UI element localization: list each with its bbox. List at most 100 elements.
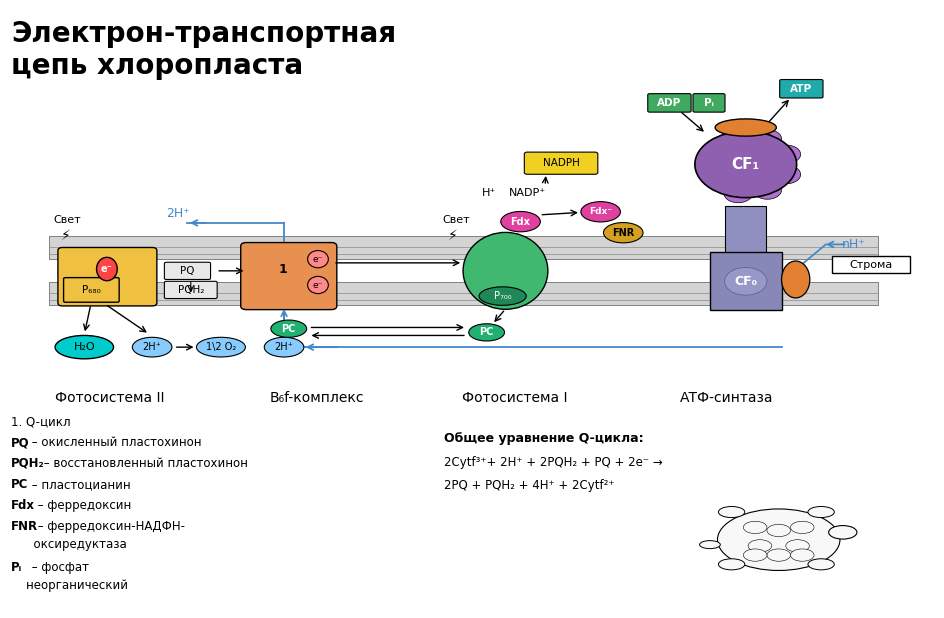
Text: 1. Q-цикл: 1. Q-цикл <box>10 415 71 428</box>
Text: 2PQ + PQH₂ + 4H⁺ + 2Cytf²⁺: 2PQ + PQH₂ + 4H⁺ + 2Cytf²⁺ <box>444 479 615 492</box>
Text: Фотосистема II: Фотосистема II <box>55 391 164 405</box>
Bar <box>832 256 909 273</box>
FancyBboxPatch shape <box>692 94 724 112</box>
Text: PQ: PQ <box>179 266 194 276</box>
Ellipse shape <box>790 521 813 533</box>
Ellipse shape <box>723 126 751 145</box>
Text: оксиредуктаза: оксиредуктаза <box>10 538 126 551</box>
Text: 2Cytf³⁺+ 2H⁺ + 2PQH₂ + PQ + 2e⁻ →: 2Cytf³⁺+ 2H⁺ + 2PQH₂ + PQ + 2e⁻ → <box>444 456 663 469</box>
Text: P₇₀₀: P₇₀₀ <box>494 291 511 301</box>
Ellipse shape <box>752 130 781 148</box>
Text: неорганический: неорганический <box>10 579 127 592</box>
Ellipse shape <box>603 222 642 243</box>
Text: PQH₂: PQH₂ <box>177 285 204 295</box>
Ellipse shape <box>479 287 526 305</box>
Text: – пластоцианин: – пластоцианин <box>27 478 130 491</box>
Bar <box>48 236 877 259</box>
FancyBboxPatch shape <box>63 277 119 302</box>
Text: Свет: Свет <box>442 215 469 225</box>
Ellipse shape <box>500 211 540 232</box>
Bar <box>48 282 877 305</box>
Text: e⁻: e⁻ <box>312 255 323 264</box>
Text: H₂O: H₂O <box>74 342 95 352</box>
Ellipse shape <box>308 250 328 268</box>
Ellipse shape <box>743 521 767 533</box>
Text: ⚡: ⚡ <box>447 229 457 243</box>
FancyBboxPatch shape <box>647 94 690 112</box>
Text: PQH₂: PQH₂ <box>10 457 44 470</box>
Text: Общее уравнение Q-цикла:: Общее уравнение Q-цикла: <box>444 432 643 445</box>
Ellipse shape <box>828 525 856 539</box>
Ellipse shape <box>748 540 771 552</box>
Text: e⁻: e⁻ <box>312 281 323 289</box>
Ellipse shape <box>743 549 767 561</box>
Text: PC: PC <box>479 328 494 337</box>
Ellipse shape <box>271 320 307 337</box>
Text: АТФ-синтаза: АТФ-синтаза <box>680 391 773 405</box>
Ellipse shape <box>96 257 117 281</box>
Text: 1: 1 <box>278 263 287 276</box>
Text: FNR: FNR <box>612 227 633 238</box>
Text: nH⁺: nH⁺ <box>841 238 865 251</box>
Text: ADP: ADP <box>657 98 681 108</box>
FancyBboxPatch shape <box>779 80 822 98</box>
FancyBboxPatch shape <box>164 281 217 298</box>
Text: NADPH: NADPH <box>542 158 579 168</box>
Text: – фосфат: – фосфат <box>27 561 89 574</box>
Text: PC: PC <box>10 478 28 491</box>
Text: Pᵢ: Pᵢ <box>703 98 713 108</box>
Text: Pᵢ: Pᵢ <box>10 561 22 574</box>
Text: CF₁: CF₁ <box>731 157 759 172</box>
Ellipse shape <box>308 276 328 294</box>
Text: Fdx⁻: Fdx⁻ <box>588 207 612 216</box>
Ellipse shape <box>752 181 781 199</box>
Ellipse shape <box>468 324 504 341</box>
Ellipse shape <box>767 524 790 536</box>
Text: Fdx: Fdx <box>10 499 35 512</box>
Ellipse shape <box>694 131 796 198</box>
Text: ⚡: ⚡ <box>60 229 70 243</box>
Text: PQ: PQ <box>10 436 29 449</box>
FancyBboxPatch shape <box>164 262 211 279</box>
Text: 2H⁺: 2H⁺ <box>143 342 161 352</box>
Ellipse shape <box>463 232 548 309</box>
Text: Свет: Свет <box>53 215 81 225</box>
Text: CF₀: CF₀ <box>733 275 756 288</box>
Text: 1\2 O₂: 1\2 O₂ <box>206 342 236 352</box>
Text: – восстановленный пластохинон: – восстановленный пластохинон <box>40 457 247 470</box>
Ellipse shape <box>723 184 751 203</box>
Ellipse shape <box>781 261 809 298</box>
Ellipse shape <box>790 549 813 561</box>
Ellipse shape <box>717 559 744 570</box>
Ellipse shape <box>785 540 808 552</box>
Text: H⁺: H⁺ <box>480 188 495 198</box>
Text: – ферредоксин: – ферредоксин <box>34 499 131 512</box>
Ellipse shape <box>55 336 113 359</box>
FancyBboxPatch shape <box>524 152 598 174</box>
Ellipse shape <box>771 145 800 164</box>
Text: FNR: FNR <box>10 520 38 533</box>
Text: ATP: ATP <box>789 84 812 94</box>
Text: Электрон-транспортная
цепь хлоропласта: Электрон-транспортная цепь хлоропласта <box>10 20 396 80</box>
Text: NADP⁺: NADP⁺ <box>508 188 545 198</box>
Text: e⁻: e⁻ <box>101 264 112 274</box>
Ellipse shape <box>196 337 245 357</box>
Text: B₆f-комплекс: B₆f-комплекс <box>269 391 363 405</box>
Text: 2H⁺: 2H⁺ <box>166 207 191 220</box>
Text: Фотосистема I: Фотосистема I <box>462 391 567 405</box>
Text: – окисленный пластохинон: – окисленный пластохинон <box>27 436 201 449</box>
Text: Fdx: Fdx <box>510 217 530 227</box>
Text: Строма: Строма <box>849 260 892 269</box>
Ellipse shape <box>581 201 620 222</box>
Text: P₆₈₀: P₆₈₀ <box>81 285 100 295</box>
Ellipse shape <box>717 507 744 517</box>
Ellipse shape <box>715 119 776 136</box>
Ellipse shape <box>264 337 304 357</box>
Ellipse shape <box>716 509 839 570</box>
Text: PC: PC <box>281 324 295 334</box>
FancyBboxPatch shape <box>58 247 157 306</box>
Text: 2H⁺: 2H⁺ <box>275 342 294 352</box>
Bar <box>724 206 766 256</box>
Ellipse shape <box>132 337 172 357</box>
Ellipse shape <box>767 549 790 561</box>
